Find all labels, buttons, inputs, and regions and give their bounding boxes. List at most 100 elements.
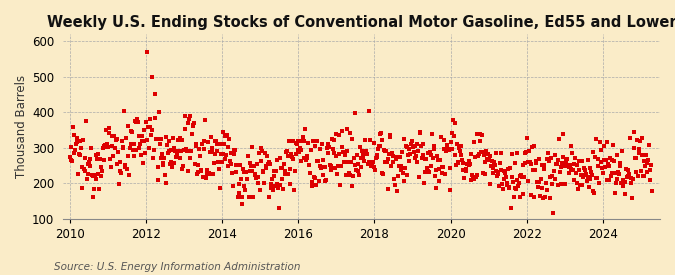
Point	[452, 141, 462, 146]
Point	[317, 142, 327, 146]
Point	[100, 142, 111, 147]
Point	[226, 151, 237, 155]
Point	[635, 169, 646, 174]
Point	[617, 184, 628, 188]
Point	[634, 147, 645, 151]
Point	[238, 170, 249, 174]
Point	[464, 163, 475, 167]
Point	[566, 167, 577, 172]
Point	[416, 144, 427, 149]
Point	[318, 172, 329, 177]
Point	[113, 150, 124, 154]
Point	[290, 152, 301, 156]
Point	[402, 145, 412, 149]
Point	[416, 156, 427, 160]
Point	[349, 162, 360, 167]
Point	[493, 170, 504, 175]
Point	[570, 170, 581, 175]
Point	[84, 160, 95, 164]
Point	[597, 170, 608, 175]
Point	[545, 175, 556, 180]
Point	[414, 175, 425, 180]
Point	[554, 137, 564, 141]
Point	[240, 170, 251, 174]
Point	[295, 148, 306, 153]
Point	[202, 168, 213, 172]
Point	[114, 160, 125, 164]
Point	[337, 145, 348, 149]
Point	[164, 138, 175, 143]
Point	[329, 166, 340, 170]
Point	[359, 158, 370, 163]
Point	[522, 160, 533, 164]
Point	[591, 176, 602, 180]
Point	[513, 183, 524, 188]
Point	[82, 171, 93, 176]
Point	[453, 161, 464, 165]
Point	[425, 150, 435, 154]
Point	[595, 139, 605, 144]
Point	[526, 145, 537, 149]
Point	[178, 148, 189, 152]
Point	[344, 171, 354, 175]
Point	[130, 119, 140, 123]
Point	[275, 166, 286, 170]
Point	[454, 149, 465, 153]
Point	[275, 183, 286, 187]
Point	[128, 147, 138, 152]
Point	[557, 161, 568, 165]
Point	[148, 155, 159, 160]
Point	[427, 156, 438, 160]
Point	[290, 169, 300, 173]
Point	[243, 154, 254, 158]
Point	[306, 147, 317, 152]
Point	[643, 143, 654, 147]
Point	[541, 157, 552, 161]
Point	[605, 156, 616, 160]
Point	[166, 148, 177, 152]
Point	[261, 166, 272, 170]
Point	[308, 175, 319, 179]
Point	[240, 188, 250, 192]
Point	[310, 144, 321, 148]
Point	[127, 130, 138, 135]
Point	[477, 133, 488, 137]
Point	[227, 184, 238, 188]
Point	[294, 149, 304, 154]
Point	[340, 153, 350, 157]
Point	[79, 169, 90, 173]
Point	[279, 162, 290, 167]
Point	[346, 160, 356, 164]
Point	[192, 172, 202, 177]
Point	[474, 139, 485, 144]
Point	[205, 149, 215, 154]
Point	[195, 168, 206, 172]
Point	[327, 137, 338, 142]
Point	[167, 165, 178, 170]
Point	[456, 144, 466, 148]
Point	[304, 163, 315, 167]
Point	[99, 158, 110, 162]
Point	[564, 163, 575, 168]
Point	[73, 172, 84, 176]
Point	[593, 156, 603, 161]
Point	[488, 166, 499, 170]
Point	[580, 172, 591, 177]
Point	[486, 164, 497, 168]
Point	[169, 148, 180, 153]
Point	[282, 171, 293, 176]
Point	[154, 110, 165, 114]
Point	[569, 178, 580, 182]
Point	[631, 156, 642, 160]
Point	[249, 172, 260, 177]
Point	[507, 174, 518, 179]
Point	[518, 162, 529, 167]
Point	[76, 146, 86, 150]
Point	[426, 164, 437, 168]
Point	[133, 145, 144, 150]
Point	[217, 152, 228, 156]
Point	[519, 150, 530, 155]
Point	[276, 177, 287, 182]
Point	[578, 175, 589, 179]
Point	[118, 146, 129, 150]
